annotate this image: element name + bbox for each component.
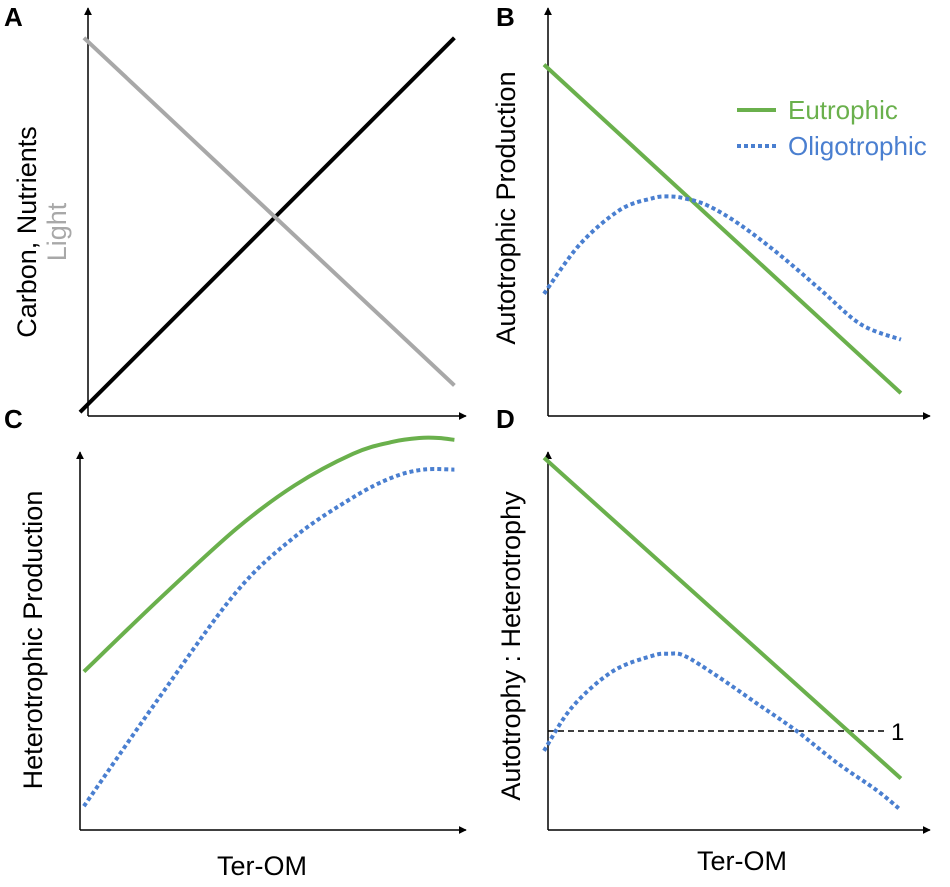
panel-a-plot [78,7,467,420]
panel-c-ylabel: Heterotrophic Production [18,491,48,790]
panel-a-ylabel: Carbon, Nutrients [12,126,42,338]
legend-oligotrophic-label: Oligotrophic [788,131,927,161]
panel-b-plot [542,7,931,420]
panel-d-series-oligotrophic [542,651,903,812]
panel-a-series-light [82,36,456,387]
panel-d-ylabel: Autotrophy : Heterotrophy [496,491,526,801]
panel-d-reference-label: 1 [891,719,904,746]
panel-label-d: D [496,404,515,434]
panel-b: B Autotrophic Production Eutrophic Oligo… [491,2,931,420]
panel-label-a: A [4,2,23,32]
panel-b-series-eutrophic [542,63,903,395]
legend-eutrophic-label: Eutrophic [788,95,898,125]
legend: Eutrophic Oligotrophic [737,95,927,161]
panel-a: A Carbon, Nutrients Light [4,2,467,420]
panel-b-series-oligotrophic [542,194,902,342]
panel-c-series-oligotrophic [82,467,455,808]
panel-d-plot: 1 [542,451,931,834]
panel-c-plot [76,435,467,834]
panel-d-series-eutrophic [542,456,903,780]
panel-a-series-carbon-nutrients [78,36,456,414]
panel-label-c: C [4,404,23,434]
panel-b-ylabel: Autotrophic Production [491,71,521,344]
panel-d-xlabel: Ter-OM [697,846,787,876]
panel-c-xlabel: Ter-OM [217,851,307,881]
panel-c-series-eutrophic [82,435,455,674]
panel-label-b: B [496,2,515,32]
panel-a-ylabel-light: Light [42,202,72,261]
panel-d: D Autotrophy : Heterotrophy 1 Ter-OM [496,404,931,876]
panel-c: C Heterotrophic Production Ter-OM [4,404,467,881]
